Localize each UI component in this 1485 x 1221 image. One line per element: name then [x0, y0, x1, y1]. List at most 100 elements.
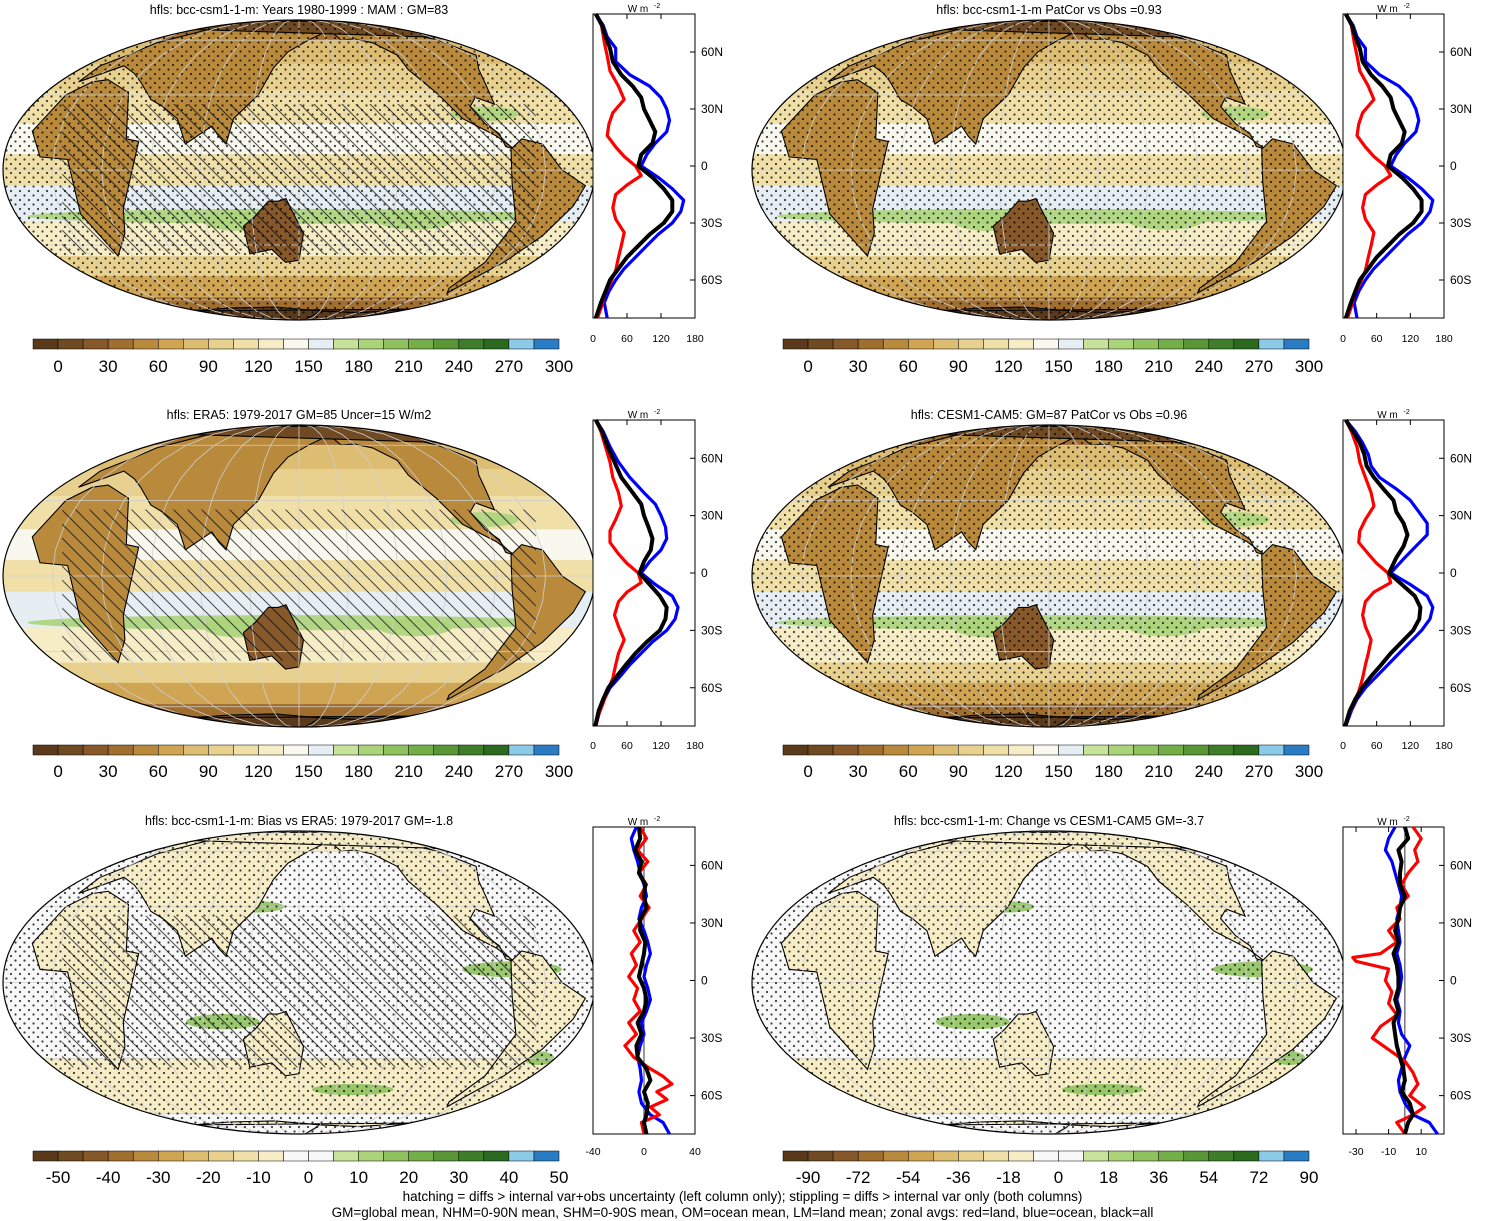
zonal-avg-all-line [633, 826, 653, 1135]
colorbar-label: 18 [1099, 1168, 1118, 1187]
colorbar-cell [1133, 338, 1159, 350]
colorbar-cell [832, 1150, 859, 1162]
value-tick-label: -40 [585, 1146, 600, 1158]
colorbar-cell [283, 744, 309, 756]
colorbar-cell [183, 338, 209, 350]
colorbar-cell [1183, 744, 1210, 756]
colorbar-label: 120 [994, 762, 1022, 781]
colorbar-cell [358, 744, 384, 756]
map-clip-group [3, 831, 595, 1134]
lat-tick-label: 30S [1450, 1031, 1471, 1045]
lat-tick-label: 30N [701, 102, 723, 116]
colorbar-cell [408, 338, 435, 350]
colorbar-cell [107, 744, 134, 756]
profile-frame [1342, 826, 1445, 1135]
colorbar-label: 54 [1199, 1168, 1218, 1187]
colorbar-cell [358, 1150, 384, 1162]
colorbar-cell [157, 338, 184, 350]
hatching-overlay [62, 104, 536, 254]
colorbar-cell [233, 1150, 259, 1162]
colorbar-label: 300 [545, 762, 573, 781]
zonal-avg-land-line [594, 13, 643, 319]
colorbar-cell [1033, 338, 1059, 350]
colorbar-label: 0 [803, 762, 812, 781]
colorbar-cell [1283, 1150, 1310, 1162]
colorbar-cell [107, 338, 134, 350]
lat-tick-label: 30N [1450, 509, 1472, 523]
colorbar-cell [907, 338, 934, 350]
footnote-legend: GM=global mean, NHM=0-90N mean, SHM=0-90… [331, 1205, 1154, 1220]
graticule-lon [51, 425, 269, 727]
profile-unit-sup: -2 [654, 816, 660, 823]
lat-tick-label: 30S [1450, 216, 1471, 230]
colorbar-label: 150 [1044, 357, 1072, 376]
colorbar-label: 180 [1094, 762, 1122, 781]
panel-title: hfls: bcc-csm1-1-m PatCor vs Obs =0.93 [936, 3, 1161, 17]
colorbar-cell [1158, 1150, 1185, 1162]
colorbar-cell [1283, 744, 1310, 756]
lat-tick-label: 60S [1450, 273, 1471, 287]
map-clip-group [3, 20, 595, 320]
colorbar-cell [132, 744, 159, 756]
colorbar-cell [1258, 1150, 1285, 1162]
colorbar-cell [1083, 1150, 1109, 1162]
colorbar-label: 30 [99, 357, 118, 376]
colorbar-label: 90 [199, 357, 218, 376]
colorbar-cell [333, 744, 359, 756]
colorbar-cell [233, 744, 259, 756]
colorbar-label: 90 [199, 762, 218, 781]
colorbar-cell [57, 1150, 84, 1162]
zonal-avg-land-line [1344, 419, 1393, 727]
colorbar-cell [1183, 338, 1210, 350]
colorbar-cell [383, 744, 409, 756]
colorbar-label: 270 [495, 762, 523, 781]
colorbar-cell [1158, 744, 1185, 756]
colorbar-cell [308, 338, 334, 350]
value-tick-label: 180 [686, 333, 704, 345]
colorbar-cell [1258, 338, 1285, 350]
value-tick-label: 0 [641, 1146, 647, 1158]
value-tick-label: 0 [1340, 740, 1346, 752]
lat-tick-label: 30S [701, 1031, 722, 1045]
colorbar-label: 150 [294, 762, 322, 781]
colorbar-cell [1208, 338, 1235, 350]
value-tick-label: 120 [1402, 740, 1420, 752]
colorbar-cell [1008, 338, 1034, 350]
colorbar-cell [807, 1150, 834, 1162]
colorbar-cell [333, 338, 359, 350]
colorbar-cell [933, 338, 959, 350]
colorbar-cell [1208, 1150, 1235, 1162]
zonal-avg-all-line [1391, 826, 1415, 1135]
colorbar-cell [933, 744, 959, 756]
colorbar-cell [782, 744, 809, 756]
continent-antarctica [192, 713, 413, 727]
colorbar-label: 270 [1245, 357, 1273, 376]
colorbar-label: 30 [849, 357, 868, 376]
value-tick-label: 0 [1340, 333, 1346, 345]
lat-tick-label: 30N [1450, 916, 1472, 930]
colorbar-cell [1083, 338, 1109, 350]
map-clip-group [752, 425, 1346, 727]
colorbar-cell [1033, 744, 1059, 756]
colorbar-cell [832, 744, 859, 756]
colorbar-cell [1033, 1150, 1059, 1162]
colorbar-label: 60 [899, 357, 918, 376]
colorbar-cell [483, 744, 510, 756]
map-clip-group [752, 20, 1346, 320]
colorbar-label: 120 [244, 762, 272, 781]
colorbar-cell [1133, 1150, 1159, 1162]
map-clip-group [3, 425, 595, 727]
value-tick-label: 60 [621, 333, 633, 345]
colorbar-label: -10 [246, 1168, 271, 1187]
colorbar-cell [508, 338, 535, 350]
value-tick-label: 120 [652, 740, 670, 752]
colorbar-label: 240 [1195, 357, 1223, 376]
colorbar-cell [832, 338, 859, 350]
colorbar-label: 30 [99, 762, 118, 781]
colorbar-cell [857, 744, 884, 756]
colorbar-cell [1058, 338, 1084, 350]
value-tick-label: 60 [621, 740, 633, 752]
zonal-avg-all-line [593, 419, 669, 727]
zonal-avg-all-line [593, 13, 675, 319]
colorbar-label: 50 [550, 1168, 569, 1187]
